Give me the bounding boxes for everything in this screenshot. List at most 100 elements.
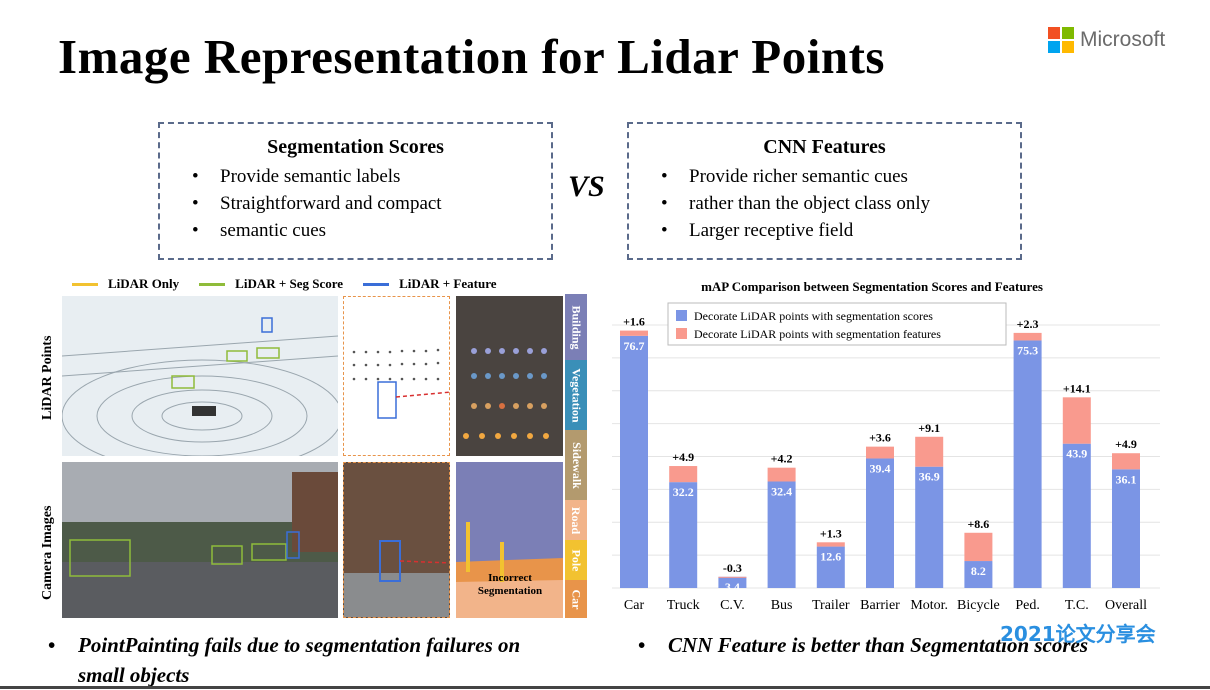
bar-value-label: 76.7 xyxy=(624,339,645,353)
category-label: Trailer xyxy=(812,598,850,613)
category-label: Truck xyxy=(667,598,700,613)
bar-feature-delta xyxy=(1112,453,1140,470)
legend-label: Decorate LiDAR points with segmentation … xyxy=(694,309,933,323)
legend-label: LiDAR Only xyxy=(108,276,180,291)
category-label: C.V. xyxy=(720,598,745,613)
bar-seg-score xyxy=(915,466,944,588)
seg-class-car: Car xyxy=(565,580,587,618)
category-label: Bus xyxy=(771,598,793,613)
seg-class-pole: Pole xyxy=(565,540,587,580)
legend-swatch xyxy=(676,328,687,339)
seg-class-road: Road xyxy=(565,500,587,540)
figure-legend: LiDAR Only LiDAR + Seg Score LiDAR + Fea… xyxy=(72,276,517,292)
lidar-zoom-image xyxy=(343,296,450,456)
bar-delta-label: +14.1 xyxy=(1063,381,1091,395)
row-label-lidar: LiDAR Points xyxy=(40,335,55,420)
segmentation-map-image: Incorrect Segmentation xyxy=(456,462,563,618)
legend-swatch xyxy=(676,310,687,321)
category-label: Ped. xyxy=(1015,598,1040,613)
bar-seg-score xyxy=(964,561,993,588)
bar-seg-score xyxy=(1112,469,1140,588)
box-item: Provide richer semantic cues xyxy=(661,163,1002,190)
bar-feature-delta xyxy=(620,330,648,336)
chart-title: mAP Comparison between Segmentation Scor… xyxy=(701,279,1043,294)
category-label: Barrier xyxy=(860,598,900,613)
seg-class-sidewalk: Sidewalk xyxy=(565,430,587,500)
bar-value-label: 3.4 xyxy=(725,580,740,594)
bottom-bullet-left: PointPainting fails due to segmentation … xyxy=(48,630,598,690)
bar-seg-score xyxy=(1062,443,1091,588)
legend-line-icon xyxy=(199,282,226,286)
bar-delta-label: +2.3 xyxy=(1017,317,1039,331)
box-heading: CNN Features xyxy=(763,136,886,158)
bar-value-label: 32.4 xyxy=(771,484,792,498)
bar-value-label: 75.3 xyxy=(1017,343,1038,357)
category-label: Motor. xyxy=(910,598,948,613)
bar-value-label: 12.6 xyxy=(820,550,841,564)
bar-delta-label: -0.3 xyxy=(723,561,742,575)
microsoft-squares-icon xyxy=(1048,27,1074,53)
bar-seg-score xyxy=(1013,340,1042,588)
camera-zoom-image xyxy=(343,462,450,618)
legend-label: LiDAR + Seg Score xyxy=(235,276,344,291)
bar-feature-delta xyxy=(964,532,993,562)
bar-seg-score xyxy=(620,335,648,588)
box-item: Provide semantic labels xyxy=(192,163,533,190)
map-comparison-chart: mAP Comparison between Segmentation Scor… xyxy=(612,279,1160,613)
bar-feature-delta xyxy=(718,576,747,578)
bar-seg-score xyxy=(816,546,845,588)
bar-feature-delta xyxy=(669,466,698,483)
annotation-line: Segmentation xyxy=(477,585,543,597)
slide-title: Image Representation for Lidar Points xyxy=(58,29,885,84)
segmentation-class-strip: Building Vegetation Sidewalk Road Pole Car xyxy=(565,294,587,618)
segmentation-scores-box: Segmentation Scores Provide semantic lab… xyxy=(158,122,553,260)
bar-seg-score xyxy=(718,576,747,588)
bar-delta-label: +8.6 xyxy=(967,517,989,531)
box-item: Larger receptive field xyxy=(661,217,1002,244)
bar-delta-label: +9.1 xyxy=(918,421,940,435)
bottom-bullet-right: CNN Feature is better than Segmentation … xyxy=(638,630,1188,660)
bar-delta-label: +3.6 xyxy=(869,431,891,445)
lidar-point-cloud-image xyxy=(62,296,338,456)
bar-feature-delta xyxy=(866,446,894,459)
box-item-continued: semantic cues xyxy=(192,217,533,244)
bar-value-label: 43.9 xyxy=(1066,447,1087,461)
legend-label: Decorate LiDAR points with segmentation … xyxy=(694,327,941,341)
bottom-border xyxy=(0,686,1210,689)
bar-feature-delta xyxy=(1013,332,1042,341)
box-item: Straightforward and compact xyxy=(192,190,533,217)
bar-value-label: 39.4 xyxy=(870,461,891,475)
seg-class-building: Building xyxy=(565,294,587,360)
feature-projection-image xyxy=(456,296,563,456)
bar-delta-label: +4.9 xyxy=(672,450,694,464)
annotation-line: Incorrect xyxy=(488,572,532,584)
bar-delta-label: +4.9 xyxy=(1115,437,1137,451)
legend-label: LiDAR + Feature xyxy=(399,276,497,291)
bar-value-label: 32.2 xyxy=(673,485,694,499)
bar-value-label: 36.9 xyxy=(919,470,940,484)
category-label: T.C. xyxy=(1065,598,1089,613)
bullet-line: small objects xyxy=(78,663,190,687)
bullet-line: PointPainting fails due to segmentation … xyxy=(78,633,521,657)
bar-delta-label: +1.6 xyxy=(623,315,645,329)
bar-feature-delta xyxy=(816,542,845,547)
legend-line-icon xyxy=(72,282,98,286)
bar-delta-label: +4.2 xyxy=(771,452,793,466)
box-heading: Segmentation Scores xyxy=(267,136,444,158)
bar-feature-delta xyxy=(767,467,796,482)
watermark-text: 2021论文分享会 xyxy=(1000,622,1156,646)
brand-name: Microsoft xyxy=(1080,28,1166,51)
bar-feature-delta xyxy=(915,436,944,467)
bar-delta-label: +1.3 xyxy=(820,526,842,540)
legend-line-icon xyxy=(363,282,390,286)
vs-label: VS xyxy=(568,170,605,203)
microsoft-logo: Microsoft xyxy=(1048,27,1165,53)
seg-class-vegetation: Vegetation xyxy=(565,360,587,430)
incorrect-segmentation-annotation: Incorrect Segmentation xyxy=(464,572,556,598)
category-label: Bicycle xyxy=(957,598,1000,613)
camera-street-image xyxy=(62,462,338,618)
box-item-continued: rather than the object class only xyxy=(661,190,1002,217)
bar-value-label: 8.2 xyxy=(971,564,986,578)
bar-seg-score xyxy=(669,482,698,588)
bar-feature-delta xyxy=(1062,397,1091,444)
